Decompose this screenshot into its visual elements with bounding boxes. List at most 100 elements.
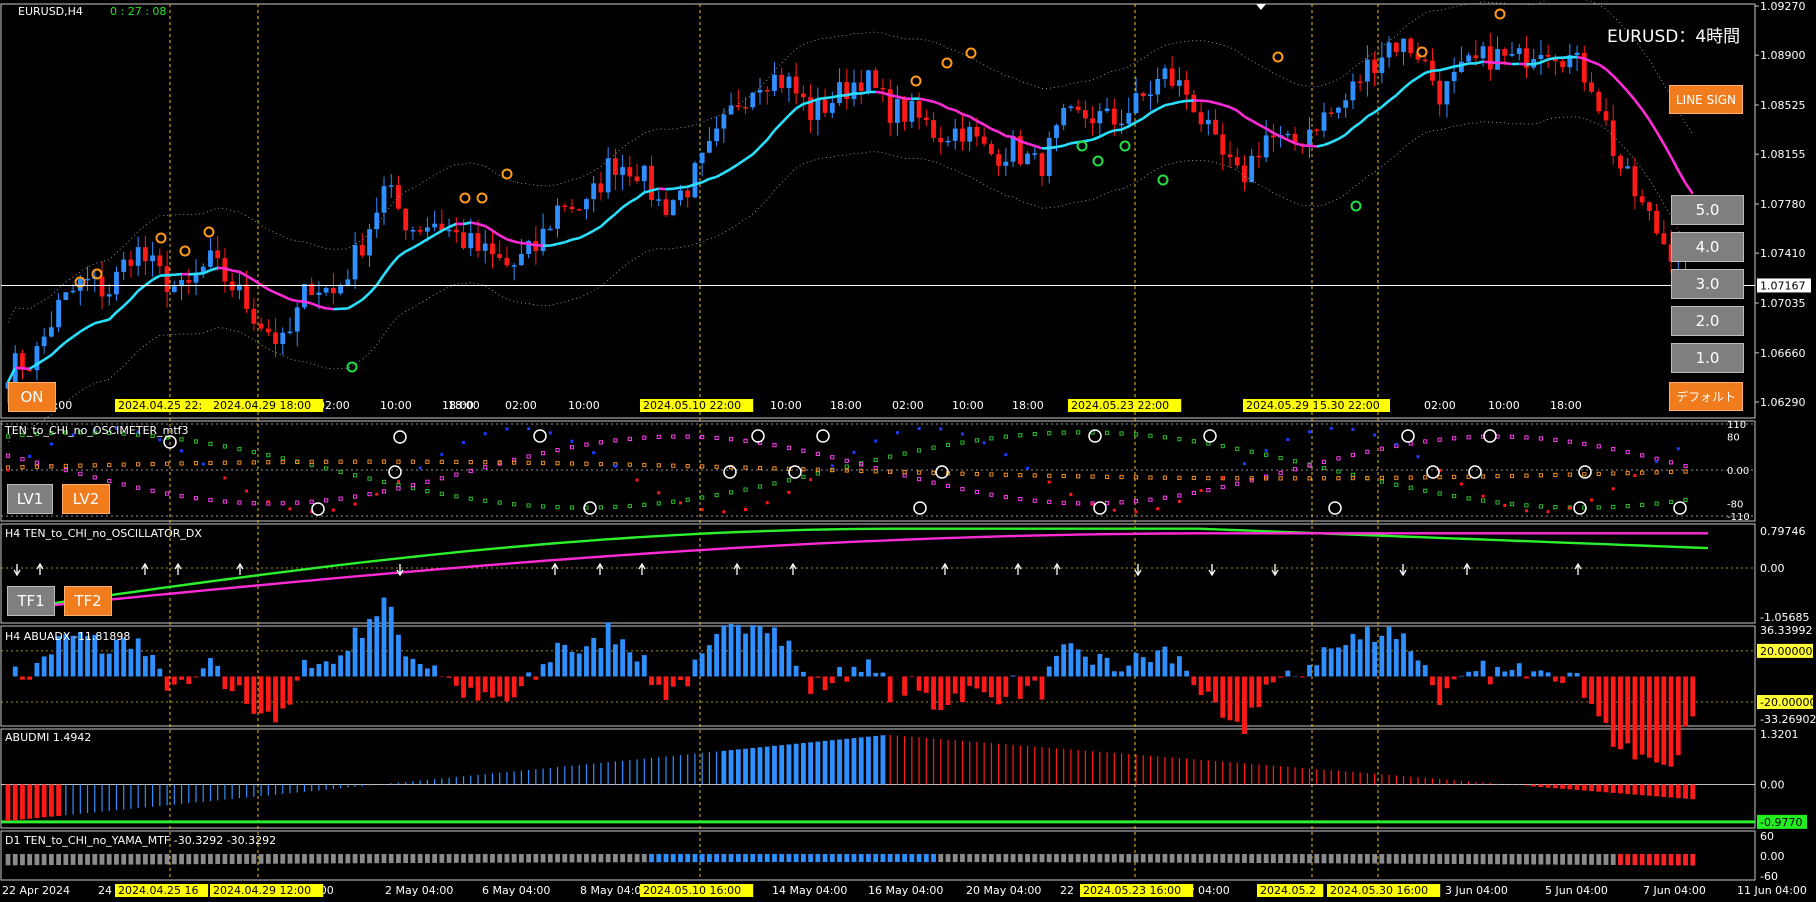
osc-orange-dot [454,459,459,465]
osc-green-dot [757,484,763,489]
adx-histogram-bar [974,676,980,689]
moving-average-segment [1222,103,1231,109]
dx-up-arrow-icon [1574,562,1582,575]
yama-bar [916,854,922,863]
bottom-time-highlight-bg [115,884,209,897]
bottom-time-label: 20 May 04:00 [966,884,1041,897]
candle-body [1437,80,1443,105]
yama-bar [48,854,54,866]
moving-average-segment [1344,126,1354,136]
yama-bar [1054,854,1059,863]
top-time-highlight: 5.30 22:00 [1320,399,1380,412]
adx-histogram-bar [1278,676,1284,678]
dmi-bar [896,735,898,785]
osc-orange-dot [193,461,199,466]
scale-1-button[interactable]: 1.0 [1671,343,1744,373]
current-price-label: 1.07167 [1760,279,1806,292]
osc-orange-dot [1553,472,1558,478]
scale-4-button[interactable]: 4.0 [1671,232,1744,262]
yama-bar [1509,854,1515,865]
osc-orange-dot [92,463,97,468]
adx-histogram-bar [1430,676,1435,686]
dmi-bar [829,740,835,785]
osc-magenta-dot [569,445,575,450]
moving-average-segment [1215,101,1224,107]
line-sign-button[interactable]: LINE SIGN [1669,85,1743,114]
moving-average-segment [1598,63,1607,71]
adx-histogram-bar [735,624,741,677]
dmi-bar [86,784,89,814]
moving-average-segment [730,163,740,170]
lv1-button[interactable]: LV1 [7,484,53,514]
dmi-bar [455,776,457,785]
dx-up-arrow-icon [1014,562,1022,575]
moving-average-segment [217,266,226,270]
osc-green-dot [1350,472,1356,477]
moving-average-segment [304,300,313,305]
yama-title: D1 TEN_to_CHI_no_YAMA_MTF -30.3292 -30.3… [5,834,277,847]
candle-body [598,183,604,193]
candle-body [649,165,654,200]
osc-green-dot [439,491,444,496]
top-time-label: 10:00 [568,399,600,412]
tf1-button[interactable]: TF1 [7,586,55,616]
moving-average-segment [1034,144,1043,150]
adx-histogram-bar [1017,676,1023,699]
moving-average-segment [593,225,602,232]
osc-fast-dot [114,426,118,430]
yama-bar [663,854,669,863]
dmi-bar [1265,765,1267,785]
dmi-bar [1099,751,1101,785]
adx-histogram-bar [1227,676,1233,721]
dmi-bar [969,741,971,785]
osc-fast-dot [613,464,617,468]
dmi-bar [721,750,727,785]
dmi-bar [188,784,190,804]
dmi-bar [1149,755,1152,785]
moving-average-segment [1352,121,1361,129]
yama-bar [56,854,62,866]
default-button[interactable]: デフォルト [1669,382,1743,411]
adx-histogram-bar [916,676,922,691]
yama-bar [1299,854,1305,864]
panel-frame-5 [0,830,1756,881]
wave-count-circle [723,465,737,479]
adx-histogram-bar [1401,633,1406,677]
osc-orange-dot [902,470,907,475]
osc-orange-dot [1394,475,1399,480]
scale-3-button[interactable]: 3.0 [1671,269,1744,299]
adx-histogram-bar [526,672,532,677]
yama-bar [1205,854,1211,863]
adx-histogram-bar [931,676,936,710]
candle-body [815,99,821,120]
dmi-bar [1431,778,1434,785]
osc-orange-dot [1437,475,1442,480]
scale-5-button[interactable]: 5.0 [1671,195,1744,225]
dmi-bar [1272,765,1274,785]
scale-2-button[interactable]: 2.0 [1671,306,1744,336]
moving-average-segment [513,240,522,245]
candle-body [829,103,835,113]
moving-average-segment [224,267,233,272]
moving-average-segment [1236,109,1246,118]
adx-histogram-bar [584,646,589,677]
adx-histogram-bar [829,676,835,684]
moving-average-segment [673,186,681,191]
moving-average-segment [933,100,942,106]
osc-fast-dot [1481,494,1485,498]
osc-orange-dot [873,469,878,474]
yama-bar [179,854,184,865]
adx-histogram-bar [1184,670,1190,677]
adx-histogram-bar [511,676,517,698]
on-button[interactable]: ON [8,382,56,412]
top-time-label: 18:00 [1012,399,1044,412]
osc-magenta-dot [960,487,965,492]
lv2-button[interactable]: LV2 [62,484,110,514]
dmi-bar [716,751,718,785]
yama-bar [150,854,156,865]
tf2-button[interactable]: TF2 [64,586,112,616]
osc-orange-dot [714,464,719,469]
panel-frame-4 [0,728,1756,829]
yama-bar [1646,854,1652,866]
